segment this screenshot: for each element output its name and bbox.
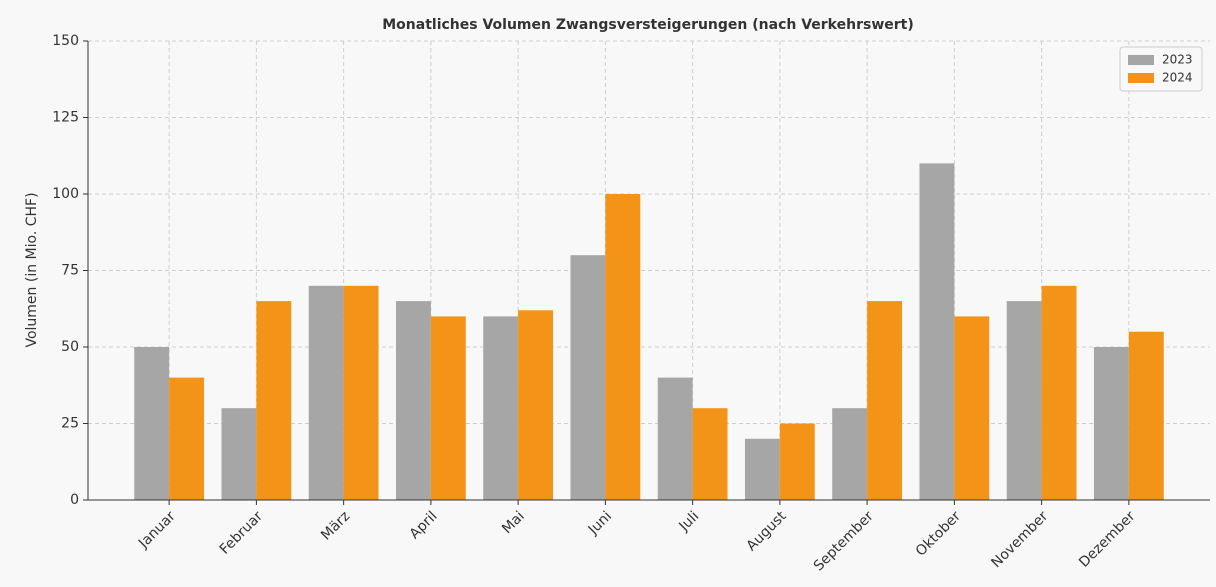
bar [1128,331,1164,500]
y-tick-label: 50 [61,339,79,355]
y-tick-label: 125 [52,110,79,126]
bar [395,301,431,500]
bar [570,255,606,500]
bar [483,316,519,500]
chart-title: Monatliches Volumen Zwangsversteigerunge… [382,17,914,33]
legend-swatch [1128,55,1154,65]
bar [518,310,554,500]
bar [308,285,344,500]
bar [832,408,868,500]
bar [919,163,955,500]
bar [779,423,815,500]
bar [692,408,728,500]
bar [605,194,641,500]
bar [744,438,780,500]
y-tick-label: 100 [52,186,79,202]
y-tick-label: 75 [61,263,79,279]
bar [867,301,903,500]
bar [1006,301,1042,500]
legend-label: 2024 [1162,71,1193,85]
y-tick-label: 25 [61,416,79,432]
y-tick-label: 0 [70,492,79,508]
bar [343,285,379,500]
legend-swatch [1128,73,1154,83]
bar [954,316,990,500]
y-tick-label: 150 [52,33,79,49]
bar [221,408,257,500]
bar [169,377,205,500]
y-axis-label: Volumen (in Mio. CHF) [24,192,40,347]
bar [1041,285,1077,500]
legend-label: 2023 [1162,53,1193,67]
bar [657,377,693,500]
bar [256,301,292,500]
bar [134,347,170,500]
bar [430,316,466,500]
bar [1093,347,1129,500]
